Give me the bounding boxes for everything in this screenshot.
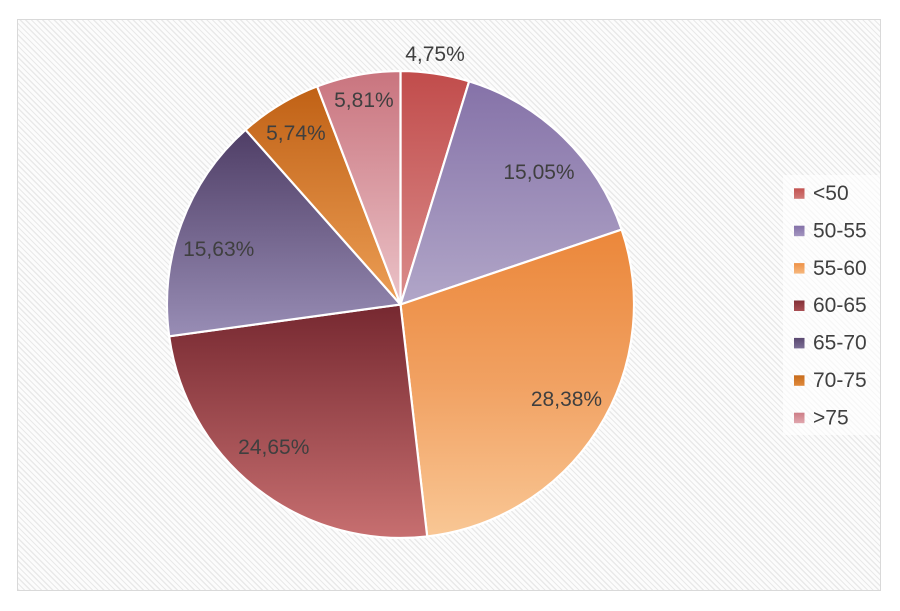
svg-text:50-55: 50-55 [813,219,867,242]
svg-text:60-65: 60-65 [813,294,867,317]
svg-text:55-60: 55-60 [813,257,867,280]
svg-text:4,75%: 4,75% [405,43,465,66]
svg-text:15,05%: 15,05% [503,161,574,184]
svg-text:24,65%: 24,65% [238,436,309,459]
svg-text:28,38%: 28,38% [531,388,602,411]
svg-text:5,81%: 5,81% [334,89,394,112]
svg-text:<50: <50 [813,182,849,205]
svg-text:>75: >75 [813,406,849,429]
svg-text:70-75: 70-75 [813,369,867,392]
svg-text:65-70: 65-70 [813,332,867,355]
svg-text:15,63%: 15,63% [183,238,254,261]
svg-text:5,74%: 5,74% [266,122,326,145]
